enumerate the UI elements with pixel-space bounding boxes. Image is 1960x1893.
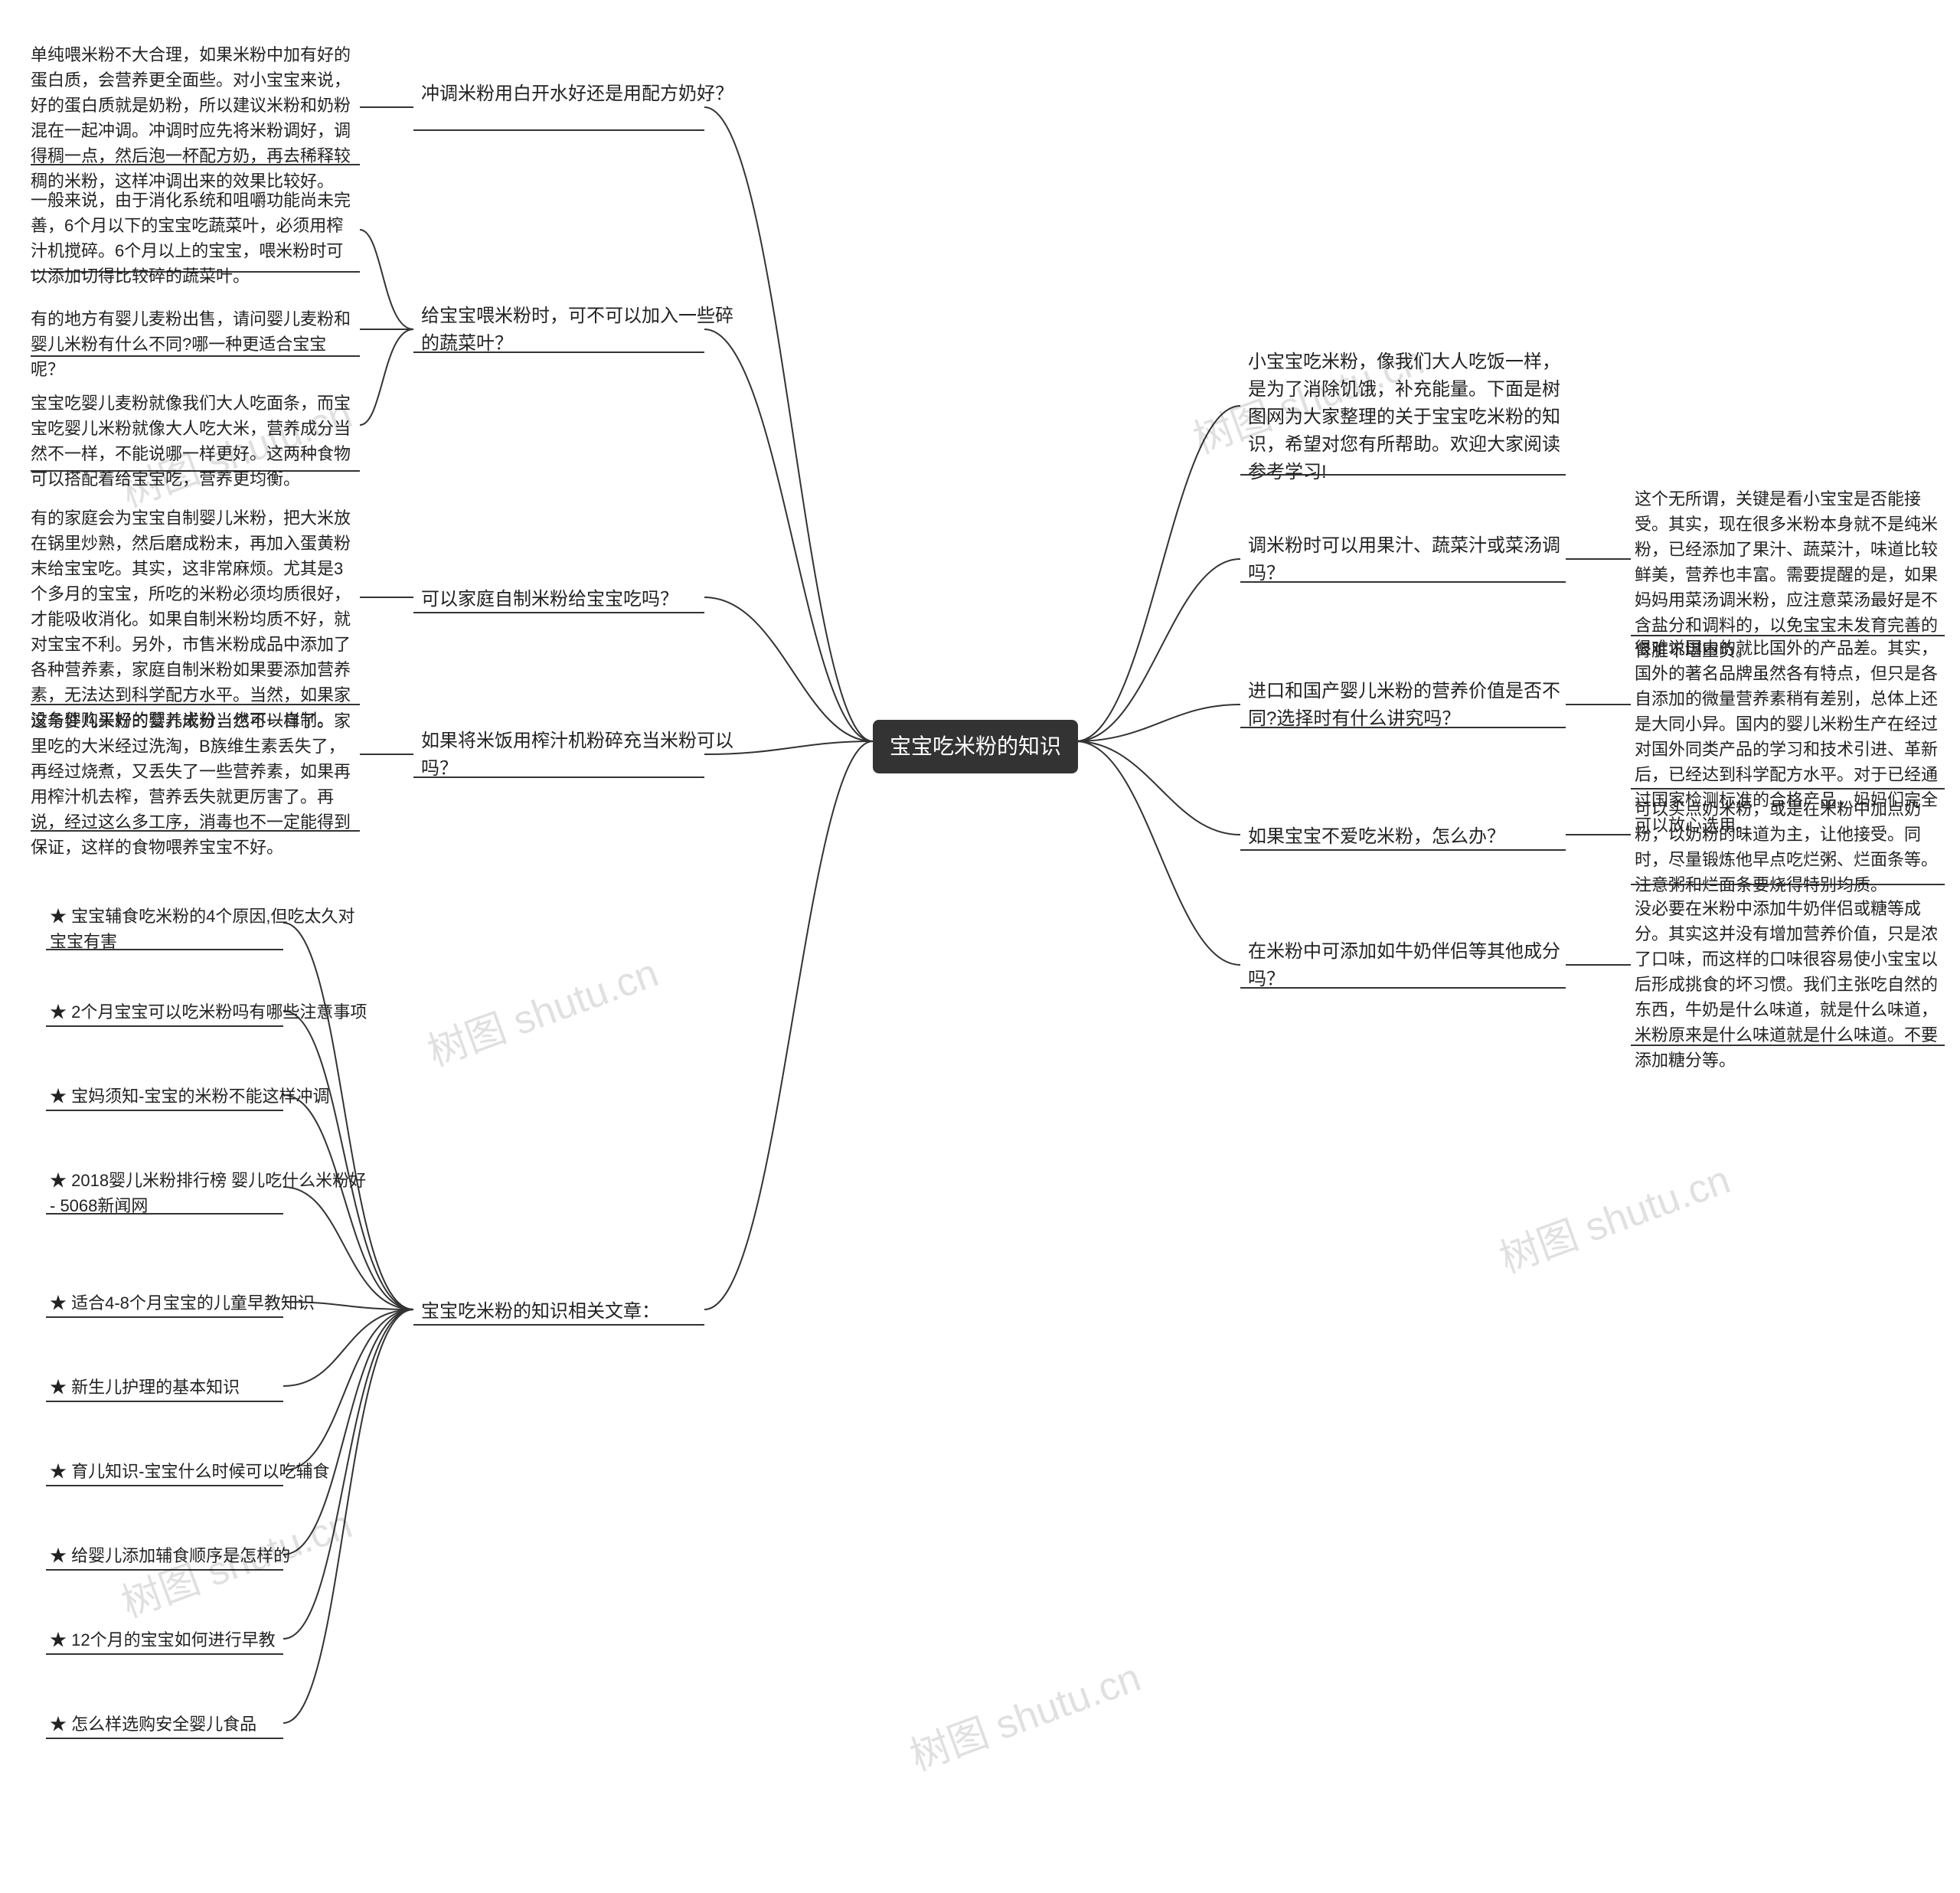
q-rice-leaf: 这与婴儿米粉的营养成分当然不一样了。家里吃的大米经过洗淘，B族维生素丢失了，再经… — [31, 708, 360, 860]
q-creamer-leaf: 没必要在米粉中添加牛奶伴侣或糖等成分。其实这并没有增加营养价值，只是浓了口味，而… — [1635, 896, 1941, 1073]
q-veg: 给宝宝喂米粉时，可不可以加入一些碎的蔬菜叶？ — [421, 302, 743, 358]
article-2: ★ 宝妈须知-宝宝的米粉不能这样冲调 — [50, 1084, 329, 1109]
q-dislike: 如果宝宝不爱吃米粉，怎么办？ — [1248, 823, 1505, 851]
q-dislike-leaf: 可以买点奶米粉，或是在米粉中加点奶粉，以奶粉的味道为主，让他接受。同时，尽量锻炼… — [1635, 796, 1941, 897]
q-veg-leaf-2: 宝宝吃婴儿麦粉就像我们大人吃面条，而宝宝吃婴儿米粉就像大人吃大米，营养成分当然不… — [31, 391, 360, 492]
article-8: ★ 12个月的宝宝如何进行早教 — [50, 1627, 276, 1653]
q-import: 进口和国产婴儿米粉的营养价值是否不同?选择时有什么讲究吗？ — [1248, 678, 1570, 733]
q-water-leaf: 单纯喂米粉不大合理，如果米粉中加有好的蛋白质，会营养更全面些。对小宝宝来说，好的… — [31, 42, 360, 194]
q-juice: 调米粉时可以用果汁、蔬菜汁或菜汤调吗？ — [1248, 532, 1570, 587]
intro: 小宝宝吃米粉，像我们大人吃饭一样，是为了消除饥饿，补充能量。下面是树图网为大家整… — [1248, 348, 1570, 486]
q-creamer: 在米粉中可添加如牛奶伴侣等其他成分吗？ — [1248, 938, 1570, 993]
article-9: ★ 怎么样选购安全婴儿食品 — [50, 1712, 256, 1737]
q-articles: 宝宝吃米粉的知识相关文章： — [421, 1298, 660, 1326]
article-3: ★ 2018婴儿米粉排行榜 婴儿吃什么米粉好 - 5068新闻网 — [50, 1168, 371, 1218]
q-rice: 如果将米饭用榨汁机粉碎充当米粉可以吗？ — [421, 727, 743, 783]
article-5: ★ 新生儿护理的基本知识 — [50, 1375, 240, 1400]
article-1: ★ 2个月宝宝可以吃米粉吗有哪些注意事项 — [50, 999, 367, 1025]
article-0: ★ 宝宝辅食吃米粉的4个原因,但吃太久对宝宝有害 — [50, 904, 371, 954]
watermark: 树图 shutu.cn — [1491, 1147, 1737, 1283]
mindmap-canvas: 宝宝吃米粉的知识 冲调米粉用白开水好还是用配方奶好？ 单纯喂米粉不大合理，如果米… — [0, 0, 1960, 1893]
q-water: 冲调米粉用白开水好还是用配方奶好？ — [421, 80, 733, 108]
q-veg-leaf-1: 有的地方有婴儿麦粉出售，请问婴儿麦粉和婴儿米粉有什么不同?哪一种更适合宝宝呢？ — [31, 306, 360, 382]
q-veg-leaf-0: 一般来说，由于消化系统和咀嚼功能尚未完善，6个月以下的宝宝吃蔬菜叶，必须用榨汁机… — [31, 188, 360, 289]
root-node: 宝宝吃米粉的知识 — [873, 720, 1078, 773]
watermark: 树图 shutu.cn — [419, 940, 665, 1077]
watermark: 树图 shutu.cn — [901, 1645, 1148, 1781]
q-home: 可以家庭自制米粉给宝宝吃吗？ — [421, 586, 678, 613]
article-4: ★ 适合4-8个月宝宝的儿童早教知识 — [50, 1290, 315, 1316]
article-7: ★ 给婴儿添加辅食顺序是怎样的 — [50, 1543, 290, 1568]
q-home-leaf: 有的家庭会为宝宝自制婴儿米粉，把大米放在锅里炒熟，然后磨成粉末，再加入蛋黄粉末给… — [31, 505, 360, 733]
article-6: ★ 育儿知识-宝宝什么时候可以吃辅食 — [50, 1459, 329, 1484]
